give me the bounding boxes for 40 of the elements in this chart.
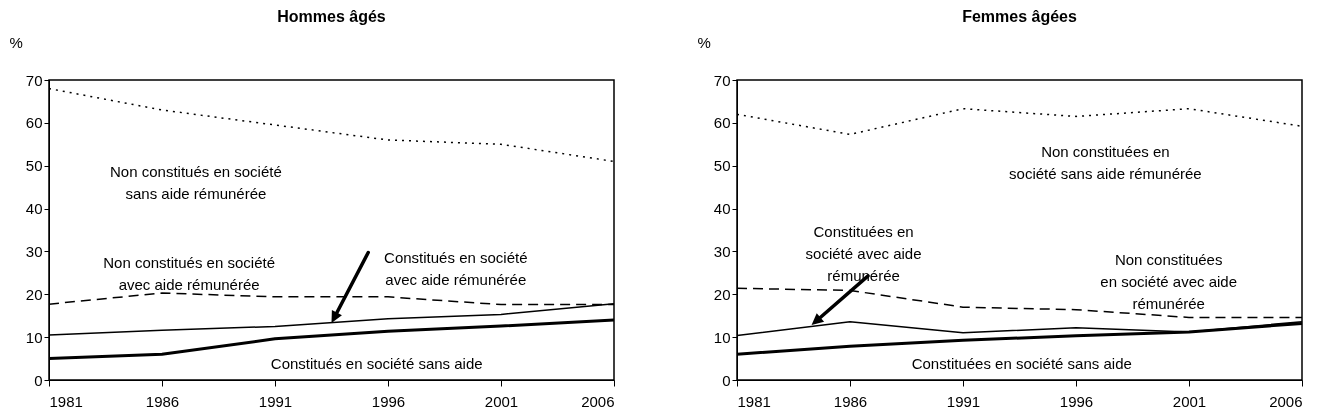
y-tick-label: 60	[25, 114, 43, 132]
x-tick-label: 1991	[258, 392, 293, 410]
y-tick-label: 10	[713, 328, 731, 346]
chart-title: Femmes âgées	[962, 8, 1077, 25]
y-tick-label: 20	[25, 285, 43, 303]
x-tick-label: 2006	[581, 392, 615, 410]
y-tick-label: 40	[25, 200, 43, 218]
y-tick-label: 60	[713, 114, 731, 132]
x-tick-label: 2001	[484, 392, 519, 410]
x-tick-label: 2001	[1172, 392, 1207, 410]
y-tick-label: 0	[34, 371, 43, 389]
x-tick-label: 1996	[1059, 392, 1094, 410]
text: Non constituées en société sans aide rémunérée	[1009, 143, 1202, 182]
y-axis-title: %	[697, 33, 711, 51]
y-tick-label: 50	[25, 157, 43, 175]
y-tick-label: 10	[25, 328, 43, 346]
series-label: Constitués en société sans aide	[270, 354, 483, 372]
y-tick-label: 70	[25, 71, 43, 89]
y-tick-label: 70	[713, 71, 731, 89]
x-tick-label: 1991	[946, 392, 981, 410]
y-tick-label: 30	[25, 242, 43, 260]
y-tick-label: 0	[722, 371, 731, 389]
x-tick-label: 1986	[833, 392, 868, 410]
y-tick-label: 20	[713, 285, 731, 303]
y-tick-label: 50	[713, 157, 731, 175]
series-label: Non constitués en société avec aide rémunérée	[103, 254, 276, 294]
y-tick-label: 40	[713, 200, 731, 218]
x-tick-label: 1981	[737, 392, 771, 410]
y-axis-title: %	[9, 33, 23, 51]
text: Constituées en société avec aide rémunérée	[805, 223, 922, 285]
series-label: Constitués en société avec aide rémunérée	[384, 249, 528, 289]
x-tick-label: 1986	[145, 392, 180, 410]
series-label: Non constituées en société avec aide rémunérée	[1100, 250, 1238, 312]
y-tick-label: 30	[713, 242, 731, 260]
series-label: Constituées en société sans aide	[911, 354, 1132, 372]
text: Non constitués en société sans aide rémunérée	[110, 163, 282, 203]
x-tick-label: 2006	[1269, 392, 1303, 410]
x-tick-label: 1981	[49, 392, 83, 410]
chart-title: Hommes âgés	[277, 8, 386, 25]
x-tick-label: 1996	[371, 392, 406, 410]
